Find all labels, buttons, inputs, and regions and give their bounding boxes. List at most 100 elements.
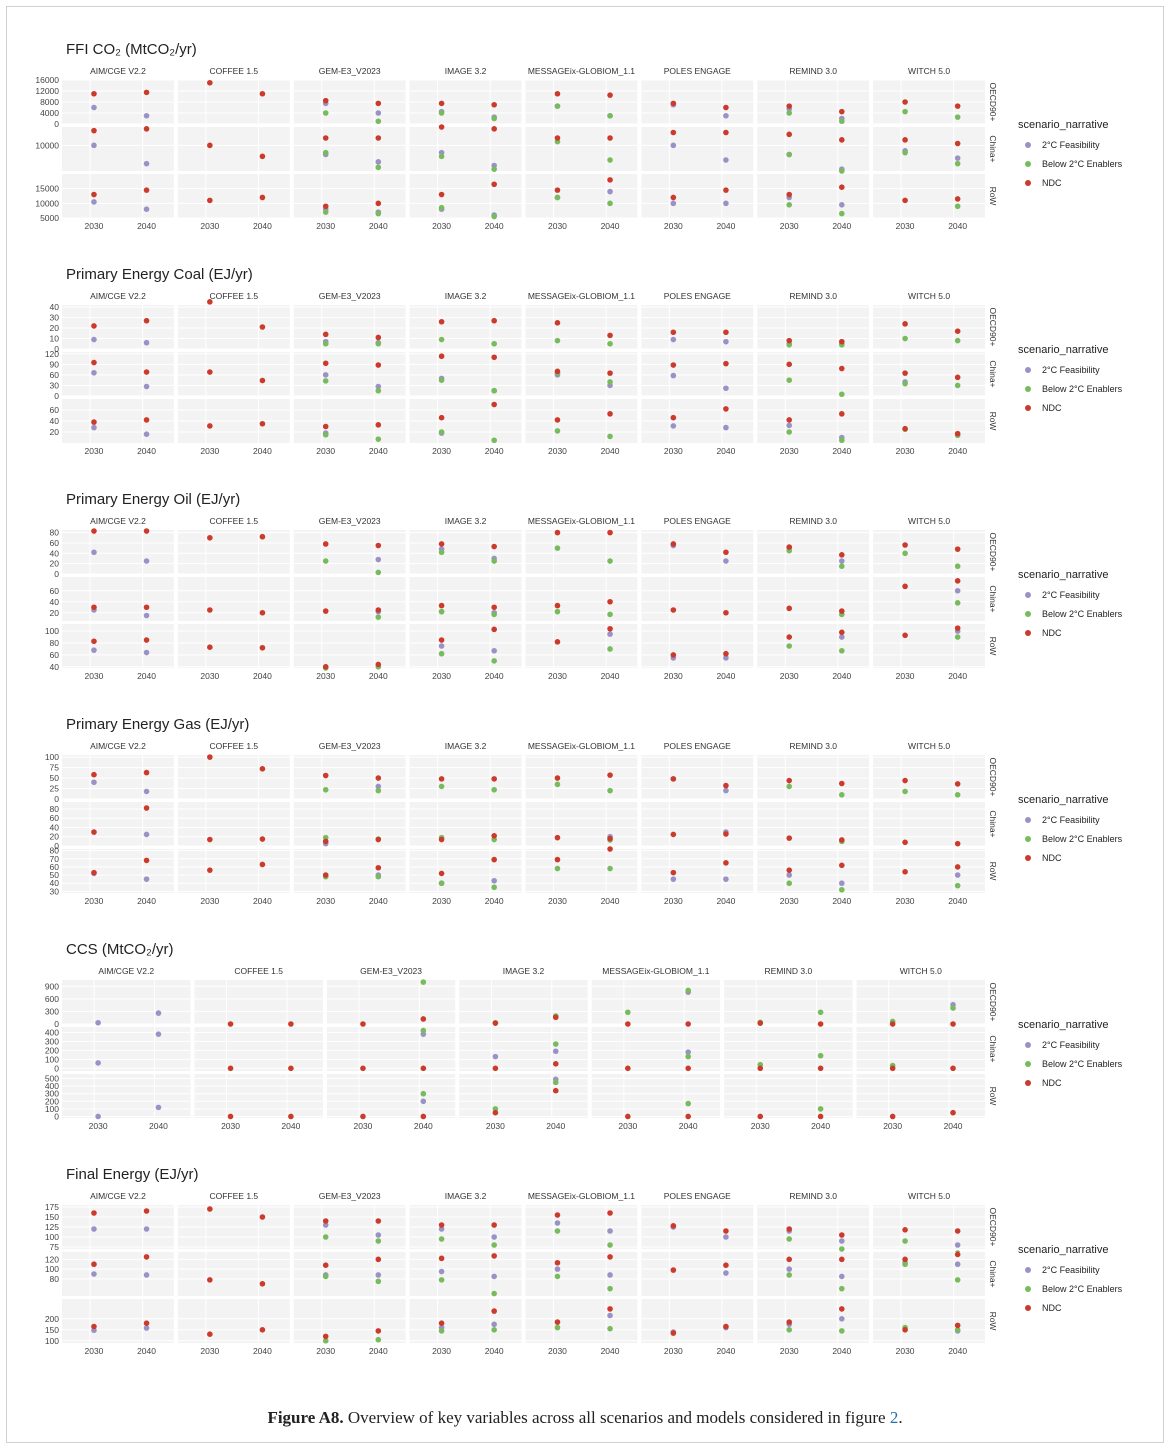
data-point — [375, 210, 382, 217]
data-point — [375, 436, 382, 442]
x-tick-label: 2030 — [486, 1121, 505, 1131]
y-tick-label: 30 — [50, 313, 60, 323]
data-point — [839, 1232, 845, 1238]
y-tick-label: 20 — [50, 559, 60, 569]
x-tick-label: 2030 — [618, 1121, 637, 1131]
data-point — [143, 604, 150, 611]
data-point — [438, 836, 445, 843]
data-point — [491, 340, 497, 347]
data-point — [625, 1009, 631, 1016]
facet-panel — [194, 1074, 323, 1118]
legend-label: NDC — [1042, 1303, 1062, 1313]
data-point — [375, 1232, 382, 1238]
data-point — [259, 861, 266, 868]
data-point — [491, 1222, 497, 1228]
data-point — [420, 1098, 427, 1105]
region-label: RoW — [988, 637, 998, 656]
x-tick-label: 2030 — [85, 221, 104, 231]
facet-panel — [641, 174, 754, 218]
legend-swatch — [1025, 386, 1031, 392]
data-point — [554, 1324, 561, 1331]
data-point — [786, 643, 793, 649]
data-point — [491, 543, 497, 550]
x-tick-label: 2030 — [664, 221, 683, 231]
y-tick-label: 300 — [45, 1006, 59, 1016]
data-point — [723, 112, 729, 119]
data-point — [954, 382, 961, 389]
data-point — [375, 1238, 382, 1244]
legend-swatch — [1025, 855, 1031, 861]
data-point — [322, 838, 329, 845]
facet-model-label: GEM-E3_V2023 — [319, 1191, 381, 1201]
facet-panel — [856, 1074, 985, 1118]
data-point — [143, 1208, 150, 1214]
facet-panel — [873, 352, 985, 396]
data-point — [322, 110, 329, 116]
data-point — [950, 1109, 956, 1116]
data-point — [670, 776, 677, 782]
data-point — [91, 604, 97, 611]
data-point — [723, 831, 729, 837]
data-point — [375, 362, 382, 368]
data-point — [786, 783, 793, 790]
facet-model-label: GEM-E3_V2023 — [319, 516, 381, 526]
x-tick-label: 2040 — [716, 221, 735, 231]
data-point — [322, 786, 329, 793]
caption-figure-link[interactable]: 2 — [889, 1408, 899, 1427]
x-tick-label: 2030 — [548, 446, 567, 456]
region-label: RoW — [988, 412, 998, 431]
facet-panel — [757, 624, 870, 668]
facet-panel — [293, 305, 406, 349]
x-tick-label: 2030 — [896, 221, 915, 231]
x-tick-label: 2040 — [716, 896, 735, 906]
facet-panel — [409, 1252, 522, 1296]
data-point — [438, 1328, 445, 1334]
data-point — [554, 1212, 561, 1218]
facet-panel — [62, 577, 174, 621]
data-point — [91, 336, 97, 343]
legend-label: NDC — [1042, 628, 1062, 638]
facet-panel — [873, 530, 985, 574]
x-tick-label: 2040 — [253, 671, 272, 681]
facet-panel — [757, 174, 870, 218]
data-point — [607, 1306, 613, 1312]
data-point — [839, 880, 845, 887]
data-point — [786, 1226, 793, 1232]
data-point — [786, 361, 793, 368]
y-tick-label: 200 — [45, 1096, 59, 1106]
x-tick-label: 2040 — [679, 1121, 698, 1131]
data-point — [685, 1049, 691, 1055]
facet-panel — [641, 530, 754, 574]
facet-panel — [873, 849, 985, 893]
data-point — [670, 652, 677, 658]
data-point — [143, 831, 150, 838]
data-point — [817, 1009, 824, 1016]
legend-label: NDC — [1042, 403, 1062, 413]
data-point — [491, 354, 497, 361]
x-tick-label: 2030 — [89, 1121, 108, 1131]
data-point — [607, 625, 613, 632]
facet-panel — [724, 1027, 853, 1071]
region-label: China+ — [988, 135, 998, 162]
facet-panel — [62, 755, 174, 799]
data-point — [607, 631, 613, 637]
data-point — [839, 391, 845, 398]
data-point — [889, 1113, 896, 1120]
facet-panel — [409, 755, 522, 799]
data-point — [670, 414, 677, 421]
facet-model-label: MESSAGEix-GLOBIOM_1.1 — [528, 66, 635, 76]
region-strip — [987, 1205, 999, 1249]
data-point — [839, 1306, 845, 1312]
data-point — [322, 1262, 329, 1268]
y-tick-label: 40 — [50, 302, 60, 312]
facet-panel — [641, 305, 754, 349]
data-point — [685, 1021, 691, 1027]
data-point — [839, 210, 845, 217]
data-point — [954, 430, 961, 437]
data-point — [143, 637, 150, 643]
data-point — [723, 187, 729, 193]
data-point — [438, 318, 445, 325]
y-tick-label: 20 — [50, 608, 60, 618]
data-point — [259, 1280, 266, 1287]
data-point — [757, 1065, 764, 1072]
